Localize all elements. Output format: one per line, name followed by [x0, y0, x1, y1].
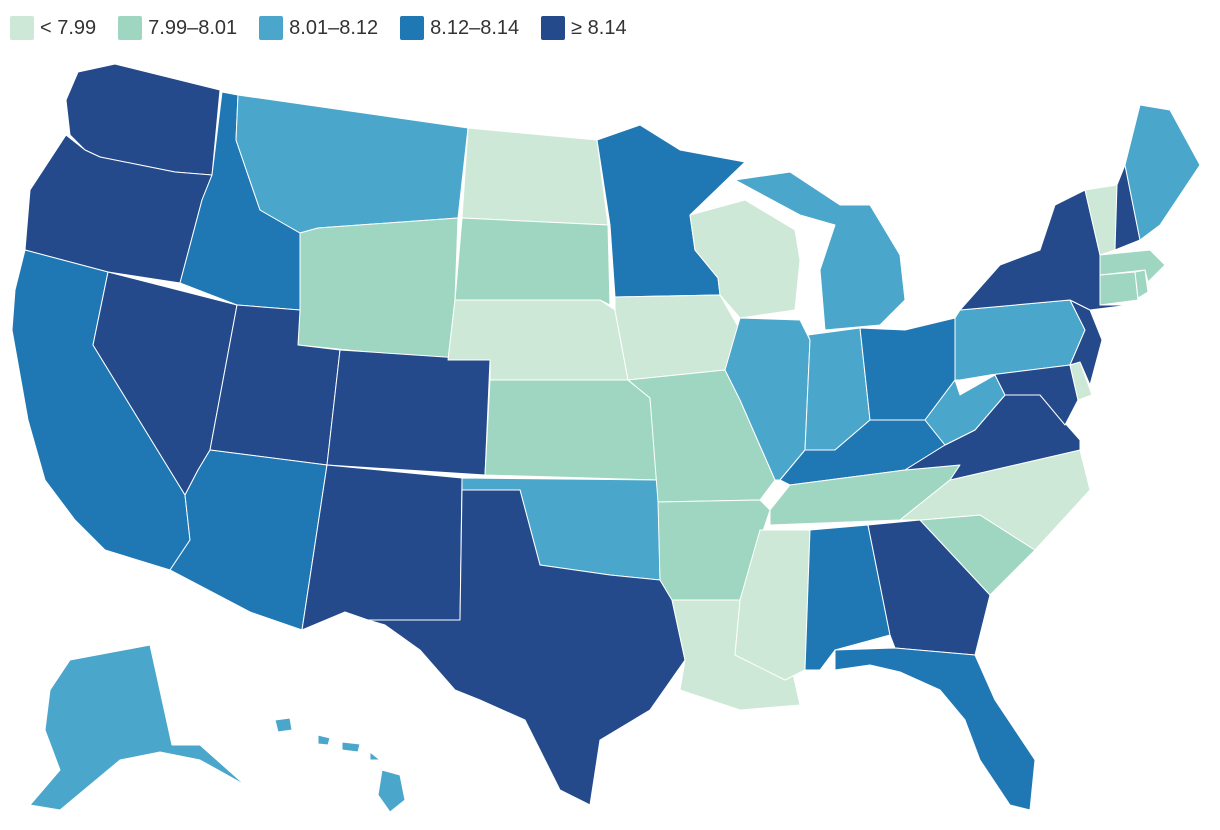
legend-item: 8.01–8.12: [259, 16, 378, 40]
state-ME[interactable]: [1124, 104, 1201, 241]
state-MI[interactable]: [734, 171, 906, 331]
state-IA[interactable]: [614, 294, 741, 381]
legend-label: 8.01–8.12: [289, 16, 379, 39]
legend-label: < 7.99: [40, 16, 97, 39]
state-AK[interactable]: [29, 644, 246, 811]
legend: < 7.99 7.99–8.01 8.01–8.12 8.12–8.14 ≥ 8…: [10, 14, 627, 42]
legend-label: 7.99–8.01: [148, 16, 238, 39]
legend-swatch: [118, 16, 143, 40]
state-HI[interactable]: [274, 717, 406, 813]
state-SD[interactable]: [454, 217, 611, 306]
legend-item: ≥ 8.14: [541, 16, 627, 40]
legend-swatch: [541, 16, 566, 40]
legend-label: ≥ 8.14: [571, 16, 627, 39]
state-NM[interactable]: [301, 464, 463, 631]
legend-item: 8.12–8.14: [400, 16, 519, 40]
state-KS[interactable]: [484, 379, 659, 481]
legend-item: 7.99–8.01: [118, 16, 237, 40]
state-MA[interactable]: [1099, 249, 1166, 283]
state-WY[interactable]: [297, 217, 459, 361]
state-WI[interactable]: [689, 199, 801, 319]
state-FL[interactable]: [834, 647, 1036, 811]
state-MT[interactable]: [235, 94, 469, 234]
legend-swatch: [10, 16, 34, 40]
legend-label: 8.12–8.14: [430, 16, 520, 39]
state-NJ[interactable]: [1069, 299, 1103, 386]
state-CT[interactable]: [1099, 271, 1139, 306]
legend-item: < 7.99: [10, 16, 96, 40]
state-CO[interactable]: [326, 349, 491, 476]
legend-swatch: [400, 16, 425, 40]
state-TX[interactable]: [367, 489, 686, 806]
legend-swatch: [259, 16, 284, 40]
state-ND[interactable]: [461, 127, 609, 226]
